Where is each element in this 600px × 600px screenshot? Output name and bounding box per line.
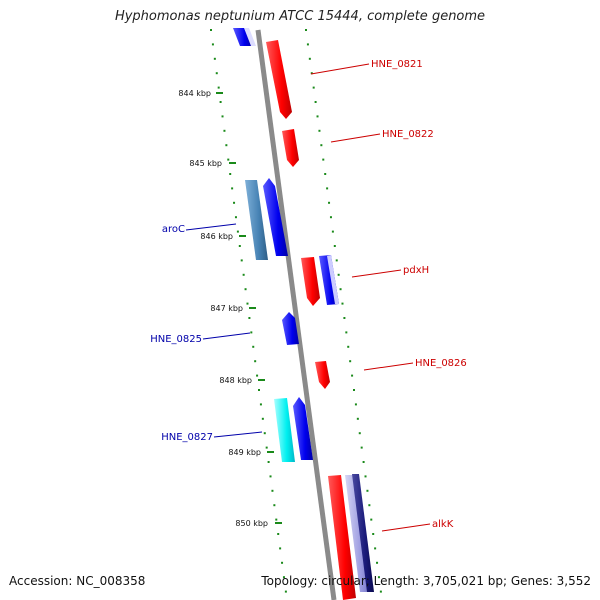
- ruler: 844 kbp 845 kbp 846 kbp 847 kbp 848 kbp …: [178, 89, 282, 528]
- ruler-label: 844 kbp: [178, 89, 211, 98]
- gene-label-hne-0827[interactable]: HNE_0827: [161, 432, 213, 443]
- gene-hne-0825[interactable]: [282, 312, 299, 345]
- gene-hne-0821[interactable]: [266, 40, 292, 119]
- gene-label-hne-0821[interactable]: HNE_0821: [371, 59, 423, 70]
- gene-aroc[interactable]: [245, 180, 268, 260]
- genes: [233, 28, 374, 600]
- gene-label-alkk[interactable]: alkK: [432, 519, 454, 530]
- gene-label-aroc[interactable]: aroC: [162, 224, 185, 235]
- ruler-label: 847 kbp: [210, 304, 243, 313]
- map-title: Hyphomonas neptunium ATCC 15444, complet…: [114, 9, 486, 24]
- gene-pdxh[interactable]: [301, 257, 320, 306]
- ruler-label: 850 kbp: [235, 519, 268, 528]
- accession-text: Accession: NC_008358: [9, 574, 146, 588]
- ruler-label: 848 kbp: [219, 376, 252, 385]
- gene-hne-0822[interactable]: [282, 129, 299, 167]
- gene-label-pdxh[interactable]: pdxH: [403, 265, 429, 276]
- ruler-label: 846 kbp: [200, 232, 233, 241]
- gene-alkk-navy[interactable]: [352, 474, 374, 592]
- callouts: [185, 63, 431, 532]
- gene-unlabeled-top[interactable]: [233, 28, 252, 46]
- gene-aroc-partner[interactable]: [263, 178, 288, 256]
- gene-hne-0827[interactable]: [274, 398, 295, 462]
- gene-label-hne-0822[interactable]: HNE_0822: [382, 129, 434, 140]
- tick-tracks: [210, 29, 382, 593]
- ruler-label: 849 kbp: [228, 448, 261, 457]
- gene-labels: HNE_0821 HNE_0822 aroC pdxH HNE_0825 HNE…: [150, 59, 467, 530]
- genome-summary: Topology: circular; Length: 3,705,021 bp…: [261, 574, 591, 588]
- ruler-label: 845 kbp: [189, 159, 222, 168]
- gene-label-hne-0825[interactable]: HNE_0825: [150, 334, 202, 345]
- gene-label-hne-0826[interactable]: HNE_0826: [415, 358, 467, 369]
- genome-backbone: [255, 29, 337, 600]
- gene-hne-0827-partner[interactable]: [293, 397, 313, 460]
- gene-alkk[interactable]: [328, 475, 356, 600]
- gene-hne-0826[interactable]: [315, 361, 330, 389]
